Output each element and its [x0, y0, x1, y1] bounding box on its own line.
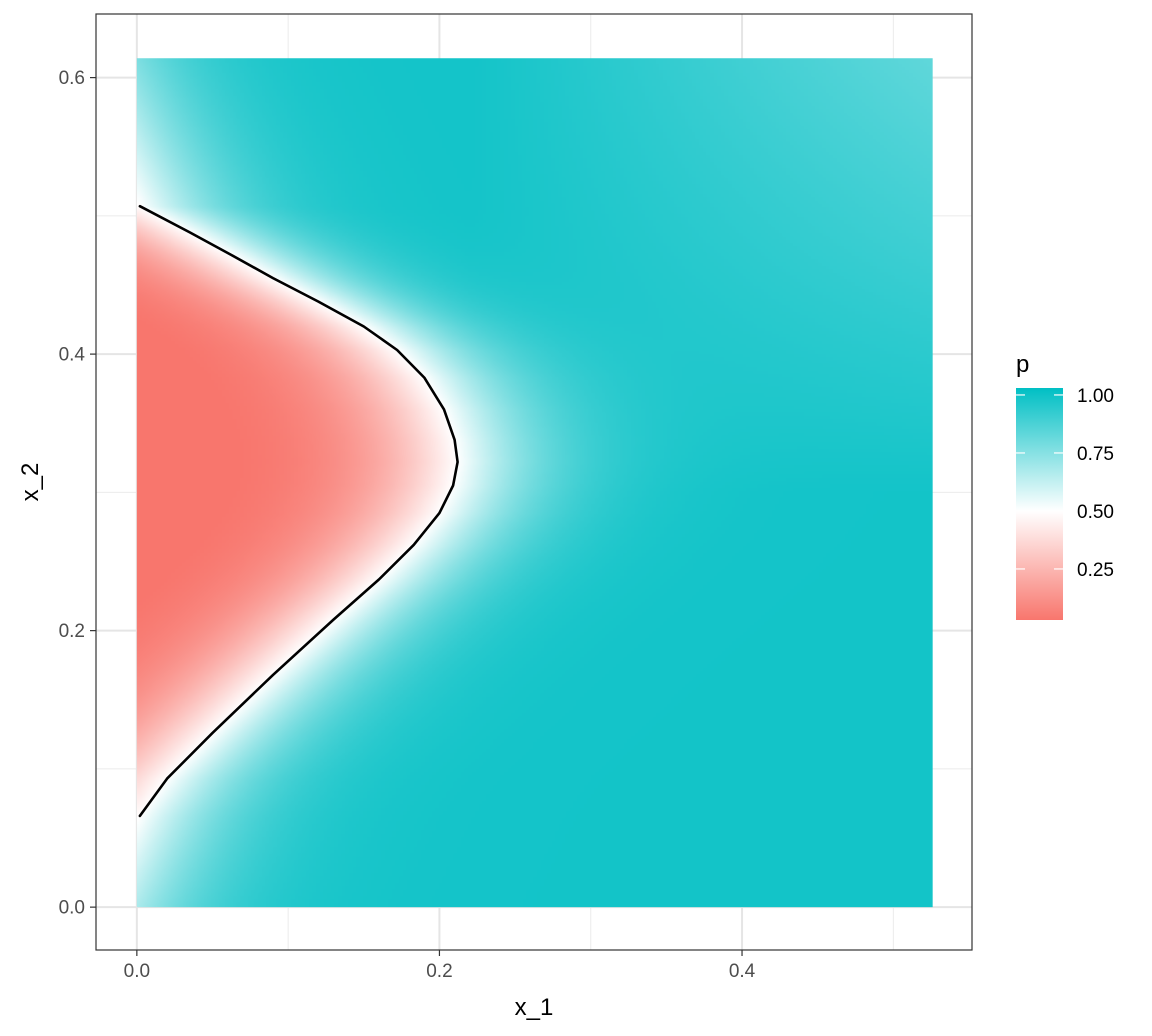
x-axis-title: x_1	[515, 994, 554, 1021]
legend-title: p	[1016, 351, 1029, 378]
y-tick-label: 0.4	[59, 345, 86, 366]
y-tick-label: 0.0	[59, 898, 85, 919]
heatmap-image	[136, 58, 933, 908]
legend: p 1.00 0.75 0.50 0.25	[1016, 351, 1114, 620]
legend-label: 0.50	[1077, 502, 1114, 523]
legend-ticks: 1.00 0.75 0.50 0.25	[1016, 386, 1114, 581]
y-tick-label: 0.2	[59, 621, 85, 642]
legend-label: 1.00	[1077, 386, 1114, 407]
heatmap-raster	[136, 58, 933, 908]
x-tick-label: 0.2	[426, 961, 452, 982]
legend-label: 0.75	[1077, 444, 1114, 465]
panel-border	[95, 13, 973, 951]
x-axis: 0.0 0.2 0.4	[124, 950, 756, 982]
legend-colorbar	[1016, 388, 1063, 620]
decision-boundary-contour	[138, 204, 459, 818]
y-axis: 0.0 0.2 0.4 0.6	[59, 68, 96, 919]
legend-label: 0.25	[1077, 560, 1114, 581]
x-tick-label: 0.4	[729, 961, 756, 982]
x-tick-label: 0.0	[124, 961, 150, 982]
y-tick-label: 0.6	[59, 68, 85, 89]
y-axis-title: x_2	[17, 463, 44, 502]
